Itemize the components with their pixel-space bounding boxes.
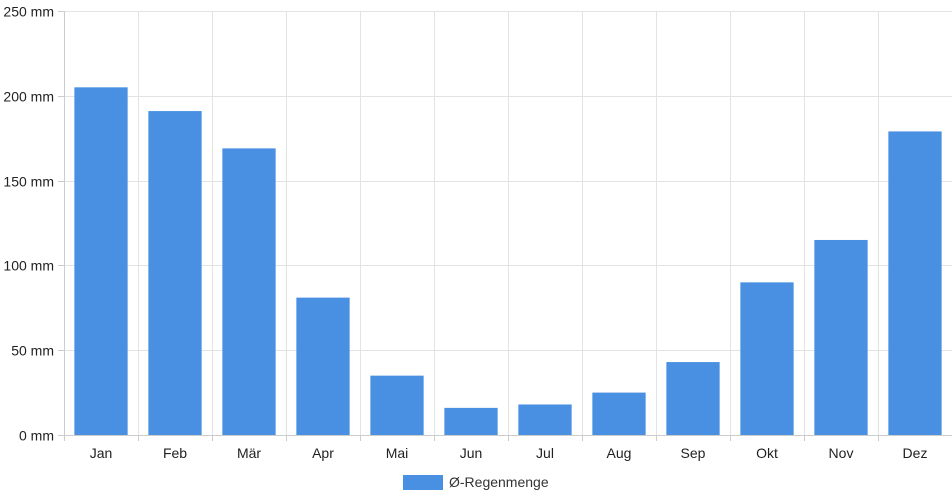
x-tick-label: Nov xyxy=(829,445,854,461)
x-tick-label: Sep xyxy=(681,445,706,461)
y-tick-label: 200 mm xyxy=(3,89,54,105)
x-tick-label: Jul xyxy=(536,445,554,461)
y-tick-label: 250 mm xyxy=(3,4,54,20)
chart-axes xyxy=(64,11,952,436)
y-tick-label: 100 mm xyxy=(3,258,54,274)
x-tick-label: Jun xyxy=(460,445,483,461)
y-tick-label: 150 mm xyxy=(3,174,54,190)
chart-legend[interactable]: Ø-Regenmenge xyxy=(403,474,549,490)
y-tick-label: 0 mm xyxy=(19,428,54,444)
bar[interactable] xyxy=(74,87,128,435)
bar[interactable] xyxy=(148,111,202,436)
legend-swatch xyxy=(403,475,443,490)
x-tick-label: Mär xyxy=(237,445,261,461)
bar[interactable] xyxy=(666,362,720,435)
bar[interactable] xyxy=(296,297,350,435)
bar[interactable] xyxy=(370,375,424,435)
x-tick-label: Mai xyxy=(386,445,409,461)
bar[interactable] xyxy=(444,407,498,435)
bar[interactable] xyxy=(518,404,572,435)
x-tick-label: Feb xyxy=(163,445,187,461)
y-tick-label: 50 mm xyxy=(11,343,54,359)
x-tick-label: Aug xyxy=(607,445,632,461)
bar[interactable] xyxy=(592,392,646,435)
chart-grid xyxy=(58,11,952,441)
bar[interactable] xyxy=(888,131,942,435)
x-tick-label: Apr xyxy=(312,445,334,461)
bar[interactable] xyxy=(740,282,794,435)
chart-bars xyxy=(74,87,942,436)
x-tick-label: Dez xyxy=(903,445,928,461)
chart-tick-labels: 0 mm 50 mm 100 mm 150 mm 200 mm 250 mm Jan Feb M… xyxy=(3,4,927,462)
bar[interactable] xyxy=(222,148,276,435)
legend-label: Ø-Regenmenge xyxy=(449,474,549,490)
x-tick-label: Okt xyxy=(756,445,778,461)
x-tick-label: Jan xyxy=(90,445,113,461)
bar[interactable] xyxy=(814,239,868,435)
